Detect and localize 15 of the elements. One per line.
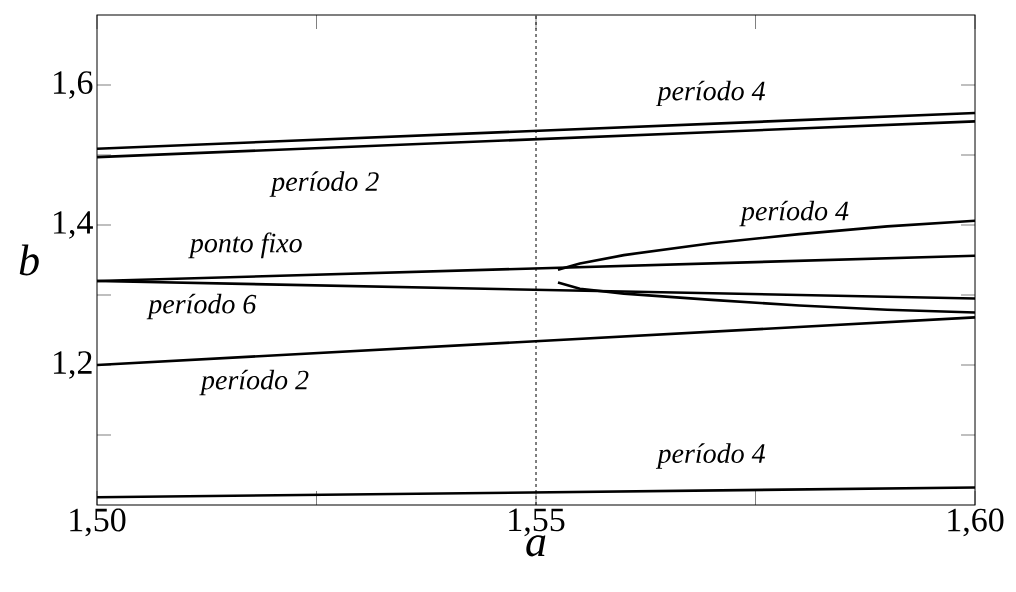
annotation: período 4 <box>655 443 765 469</box>
annotation: período 4 <box>655 80 765 107</box>
x-tick-label: 1,55 <box>509 508 565 537</box>
x-axis-title: a <box>526 535 546 557</box>
y-tick-label: 1,6 <box>53 71 93 99</box>
y-tick-label: 1,2 <box>53 351 92 379</box>
y-axis-title: b <box>19 244 39 276</box>
annotation: período 4 <box>739 200 849 227</box>
x-tick-label: 1,60 <box>948 508 1004 537</box>
annotation: período 2 <box>199 369 309 396</box>
annotation: ponto fixo <box>188 232 302 259</box>
annotation: período 2 <box>269 171 379 197</box>
x-tick-label: 1,50 <box>70 508 126 537</box>
annotation: período 6 <box>146 293 257 320</box>
y-tick-label: 1,4 <box>53 211 93 239</box>
